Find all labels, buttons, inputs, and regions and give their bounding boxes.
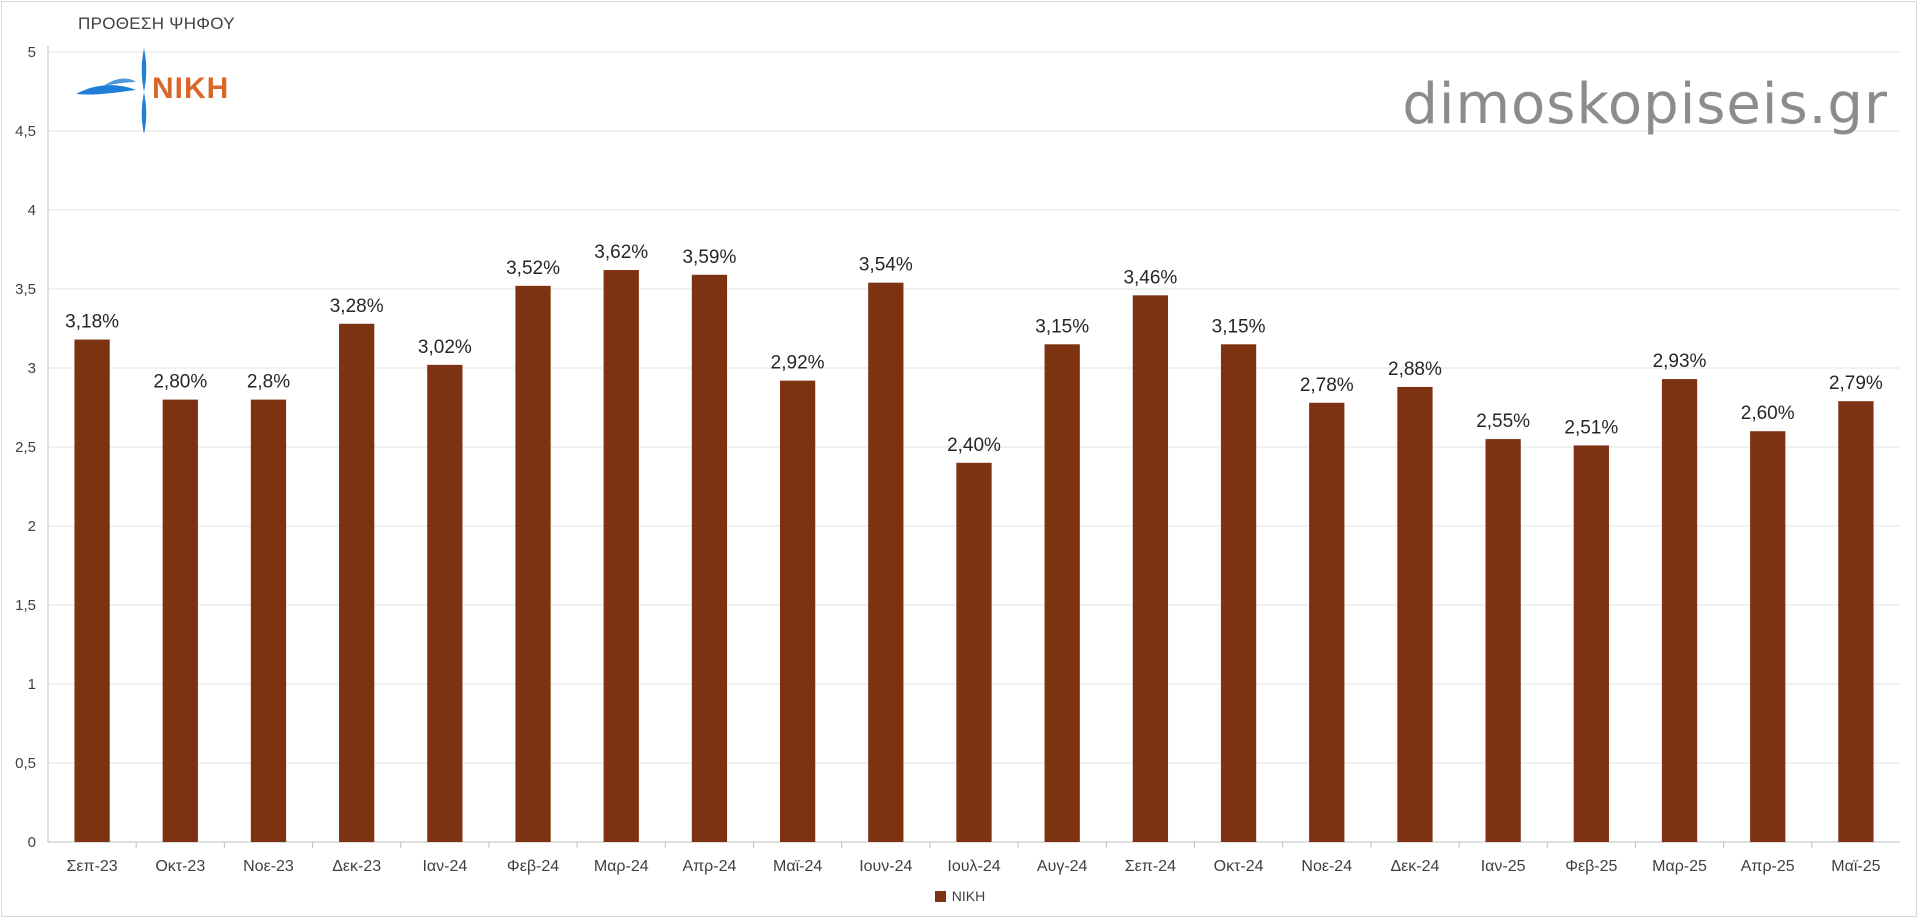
y-tick-label: 0,5 — [15, 755, 36, 772]
legend-swatch — [934, 890, 946, 902]
data-label: 3,62% — [594, 242, 648, 263]
data-label: 2,51% — [1564, 417, 1618, 438]
bar — [1485, 439, 1521, 842]
x-tick-label: Απρ-24 — [682, 858, 736, 875]
y-tick-label: 1,5 — [15, 597, 36, 614]
bar — [427, 364, 463, 842]
data-label: 2,55% — [1476, 411, 1530, 432]
bar — [868, 282, 904, 842]
data-label: 2,8% — [247, 372, 290, 393]
y-tick-label: 4 — [28, 202, 36, 219]
data-label: 3,59% — [682, 247, 736, 268]
x-tick-label: Ιουλ-24 — [947, 858, 1000, 875]
bar — [1838, 401, 1874, 842]
legend: ΝΙΚΗ — [0, 888, 1920, 904]
legend-label: ΝΙΚΗ — [951, 888, 986, 904]
data-label: 2,88% — [1388, 359, 1442, 380]
y-tick-label: 5 — [28, 44, 36, 61]
x-tick-label: Νοε-23 — [243, 858, 294, 875]
bar — [1132, 295, 1169, 842]
x-tick-label: Ιαν-25 — [1481, 858, 1526, 875]
data-label: 3,28% — [330, 296, 384, 317]
y-tick-label: 3 — [28, 360, 36, 377]
y-tick-label: 2 — [28, 518, 36, 535]
y-tick-label: 2,5 — [15, 439, 36, 456]
data-label: 3,52% — [506, 258, 560, 279]
data-label: 3,54% — [859, 255, 913, 276]
x-tick-label: Σεπ-24 — [1125, 858, 1176, 875]
x-tick-label: Ιουν-24 — [859, 858, 912, 875]
x-tick-label: Ιαν-24 — [422, 858, 467, 875]
chart-title: ΠΡΟΘΕΣΗ ΨΗΦΟΥ — [78, 14, 235, 33]
x-tick-label: Οκτ-23 — [155, 858, 205, 875]
bar — [1397, 386, 1433, 842]
watermark: dimoskopiseis.gr — [1402, 72, 1888, 137]
x-tick-label: Σεπ-23 — [67, 858, 118, 875]
data-label: 2,92% — [771, 353, 825, 374]
x-tick-label: Νοε-24 — [1301, 858, 1352, 875]
data-label: 3,18% — [65, 312, 119, 333]
data-label: 3,46% — [1123, 267, 1177, 288]
x-tick-label: Οκτ-24 — [1214, 858, 1264, 875]
x-tick-label: Δεκ-23 — [332, 858, 381, 875]
y-tick-label: 1 — [28, 676, 36, 693]
data-label: 2,40% — [947, 435, 1001, 456]
y-tick-label: 0 — [28, 834, 36, 851]
x-tick-label: Δεκ-24 — [1390, 858, 1439, 875]
bar — [779, 380, 816, 842]
data-label: 3,15% — [1035, 316, 1089, 337]
y-tick-label: 3,5 — [15, 281, 36, 298]
x-tick-label: Μαϊ-24 — [773, 858, 822, 875]
bar — [956, 462, 992, 842]
bar — [74, 339, 110, 842]
data-label: 2,80% — [153, 372, 207, 393]
bar — [691, 274, 728, 842]
logo-text: ΝΙΚΗ — [152, 72, 230, 105]
bar — [1750, 431, 1786, 842]
x-tick-label: Μαρ-25 — [1652, 858, 1707, 875]
bar — [515, 285, 551, 843]
bar — [1044, 344, 1080, 842]
bar — [250, 399, 287, 842]
bar — [603, 270, 639, 842]
bar — [1220, 344, 1257, 842]
bar — [1661, 379, 1698, 842]
data-label: 2,60% — [1741, 403, 1795, 424]
x-tick-label: Φεβ-24 — [507, 858, 559, 875]
x-tick-label: Μαρ-24 — [594, 858, 649, 875]
data-label: 3,02% — [418, 337, 472, 358]
logo-emblem-icon — [76, 48, 147, 134]
data-label: 2,93% — [1653, 351, 1707, 372]
bar — [162, 399, 198, 842]
data-label: 3,15% — [1212, 316, 1266, 337]
x-tick-label: Απρ-25 — [1741, 858, 1795, 875]
data-label: 2,78% — [1300, 375, 1354, 396]
bar — [1573, 445, 1609, 842]
niki-logo: ΝΙΚΗ — [74, 46, 254, 136]
y-tick-label: 4,5 — [15, 123, 36, 140]
bar — [1309, 402, 1345, 842]
bar — [339, 323, 375, 842]
x-tick-label: Μαϊ-25 — [1831, 858, 1880, 875]
x-tick-label: Αυγ-24 — [1037, 858, 1088, 875]
x-tick-label: Φεβ-25 — [1565, 858, 1617, 875]
data-label: 2,79% — [1829, 373, 1883, 394]
